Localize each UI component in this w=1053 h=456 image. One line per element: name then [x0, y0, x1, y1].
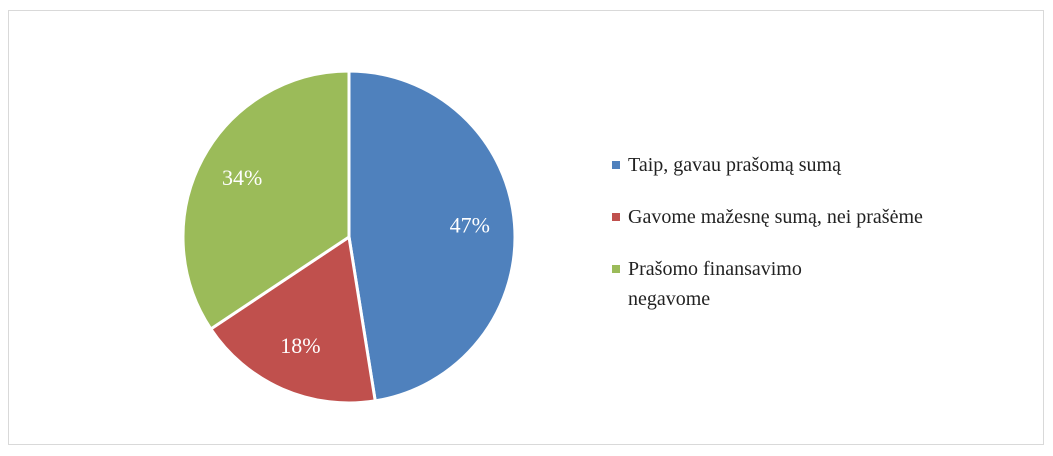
legend-label: Gavome mažesnę sumą, nei prašėme — [628, 206, 923, 228]
legend: Taip, gavau prašomą sumą Gavome mažesnę s… — [612, 150, 948, 336]
legend-label: Prašomo finansavimo negavome — [628, 258, 802, 310]
data-label: 18% — [280, 333, 320, 358]
legend-swatch — [612, 161, 620, 169]
legend-swatch — [612, 265, 620, 273]
legend-item: Gavome mažesnę sumą, nei prašėme — [612, 202, 948, 232]
legend-label: Taip, gavau prašomą sumą — [628, 154, 841, 176]
pie-slice — [347, 69, 517, 403]
pie-slice — [208, 234, 377, 405]
legend-swatch — [612, 213, 620, 221]
pie-slice — [181, 69, 351, 332]
data-label: 34% — [222, 165, 262, 190]
chart-frame — [8, 10, 1044, 445]
data-label: 47% — [450, 212, 490, 237]
legend-item: Taip, gavau prašomą sumą — [612, 150, 948, 180]
legend-item: Prašomo finansavimo negavome — [612, 254, 838, 314]
